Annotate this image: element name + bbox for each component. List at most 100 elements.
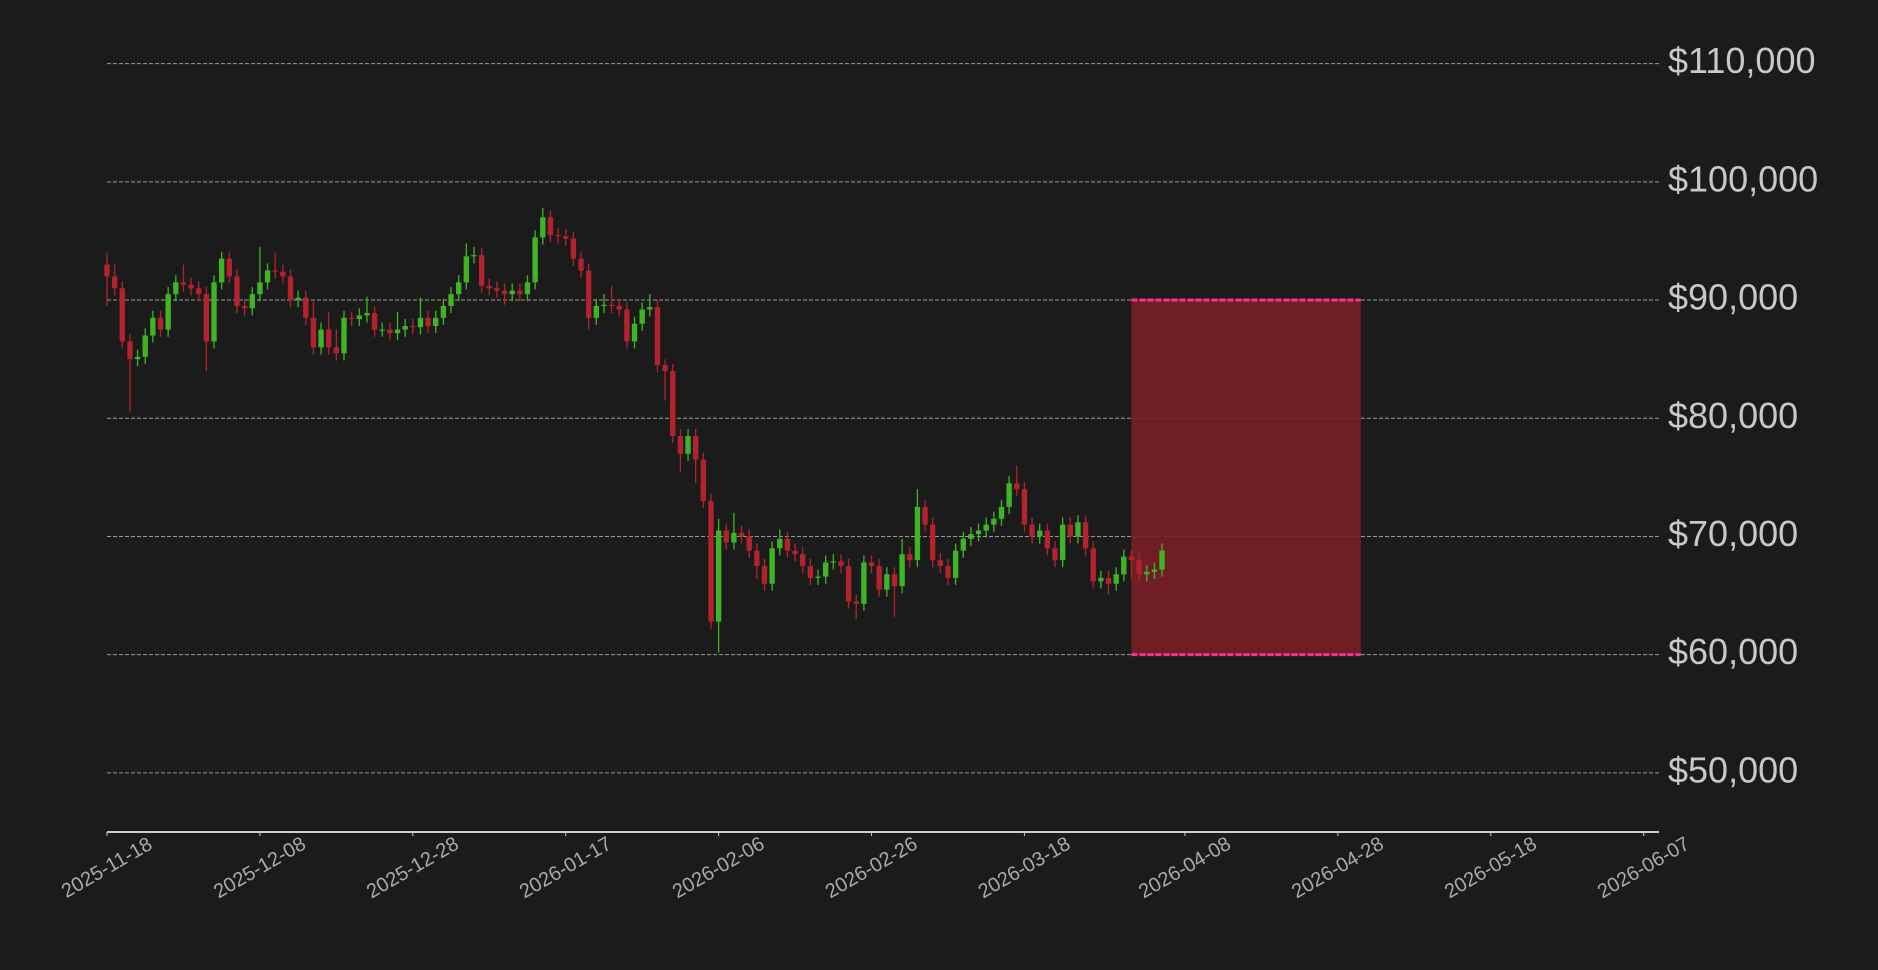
candle-body bbox=[272, 270, 278, 272]
candle-body bbox=[448, 294, 454, 306]
candle-body bbox=[1059, 524, 1066, 561]
y-tick-label: $50,000 bbox=[1668, 749, 1798, 790]
candle-body bbox=[348, 317, 355, 319]
candle-body bbox=[754, 550, 760, 567]
candle-body bbox=[425, 317, 431, 327]
candle-body bbox=[769, 548, 775, 584]
candle-body bbox=[631, 323, 638, 342]
candle-body bbox=[1014, 483, 1020, 490]
candle-body bbox=[532, 237, 538, 283]
y-tick-label: $90,000 bbox=[1668, 277, 1798, 318]
candle-body bbox=[907, 554, 913, 561]
candle-body bbox=[578, 258, 584, 271]
candle-body bbox=[501, 290, 508, 295]
candle-body bbox=[968, 534, 974, 539]
candle-body bbox=[876, 566, 882, 590]
candle-body bbox=[1044, 530, 1051, 549]
candle-body bbox=[379, 329, 385, 331]
candle-body bbox=[165, 294, 171, 330]
candle-body bbox=[341, 317, 347, 354]
candle-body bbox=[394, 329, 401, 334]
candle-body bbox=[945, 566, 951, 578]
candle-body bbox=[738, 532, 745, 537]
candle-body bbox=[119, 288, 125, 342]
candle-body bbox=[1105, 577, 1112, 584]
candle-body bbox=[761, 566, 768, 584]
candle-body bbox=[456, 282, 462, 295]
candle-body bbox=[1159, 550, 1165, 570]
candle-body bbox=[364, 313, 370, 316]
candle-body bbox=[111, 276, 118, 289]
candle-body bbox=[830, 561, 836, 563]
candle-body bbox=[371, 313, 378, 330]
candle-body bbox=[715, 530, 722, 622]
candle-body bbox=[822, 562, 829, 577]
candle-body bbox=[1037, 530, 1043, 537]
candle-body bbox=[241, 305, 248, 309]
candle-body bbox=[624, 309, 630, 342]
candle-body bbox=[356, 315, 362, 319]
candle-body bbox=[471, 255, 477, 257]
candle-body bbox=[746, 536, 752, 551]
candle-body bbox=[440, 305, 447, 318]
candle-body bbox=[952, 550, 959, 578]
candle-body bbox=[280, 271, 286, 277]
candle-body bbox=[731, 532, 737, 543]
candle-body bbox=[417, 317, 424, 328]
candle-body bbox=[509, 290, 515, 295]
candle-body bbox=[608, 304, 615, 306]
candle-body bbox=[188, 284, 194, 289]
candle-body bbox=[211, 282, 217, 342]
y-tick-label: $70,000 bbox=[1668, 513, 1798, 554]
candle-body bbox=[647, 307, 653, 310]
candle-body bbox=[991, 518, 997, 525]
candle-body bbox=[249, 294, 255, 309]
candle-body bbox=[134, 356, 141, 360]
candle-body bbox=[845, 566, 852, 602]
candle-body bbox=[861, 562, 867, 604]
candle-body bbox=[601, 304, 607, 306]
candle-body bbox=[1029, 524, 1035, 537]
candle-body bbox=[784, 538, 791, 551]
candle-body bbox=[1021, 489, 1028, 525]
candle-body bbox=[792, 550, 798, 555]
candle-body bbox=[494, 288, 500, 291]
candle-body bbox=[203, 294, 210, 342]
candle-body bbox=[1090, 548, 1096, 582]
candle-body bbox=[930, 524, 936, 561]
candle-body bbox=[173, 282, 179, 295]
candle-body bbox=[257, 282, 263, 295]
candle-body bbox=[226, 258, 233, 277]
candle-body bbox=[402, 326, 408, 330]
candle-body bbox=[937, 560, 944, 567]
candle-body bbox=[1151, 569, 1158, 572]
candle-body bbox=[570, 238, 577, 259]
candle-body bbox=[1006, 483, 1012, 507]
candle-body bbox=[670, 370, 676, 436]
candle-body bbox=[662, 365, 668, 371]
candle-body bbox=[547, 217, 554, 236]
candle-body bbox=[922, 506, 928, 525]
candle-body bbox=[975, 530, 982, 535]
candle-body bbox=[333, 347, 340, 354]
candle-body bbox=[838, 561, 844, 567]
candle-body bbox=[693, 436, 699, 460]
candle-body bbox=[585, 270, 592, 318]
candle-body bbox=[326, 329, 332, 348]
candle-body bbox=[815, 576, 821, 578]
candle-body bbox=[150, 317, 156, 336]
candle-body bbox=[1113, 574, 1119, 584]
candle-body bbox=[486, 285, 492, 289]
candle-body bbox=[800, 554, 806, 567]
candle-body bbox=[127, 341, 133, 360]
candle-body bbox=[264, 270, 271, 283]
y-tick-label: $80,000 bbox=[1668, 395, 1798, 436]
candle-body bbox=[914, 506, 921, 561]
candle-body bbox=[685, 436, 691, 454]
candle-body bbox=[1098, 577, 1104, 582]
candle-body bbox=[180, 282, 187, 285]
candle-body bbox=[998, 506, 1005, 519]
candle-body bbox=[1144, 571, 1150, 575]
candle-body bbox=[983, 524, 989, 531]
